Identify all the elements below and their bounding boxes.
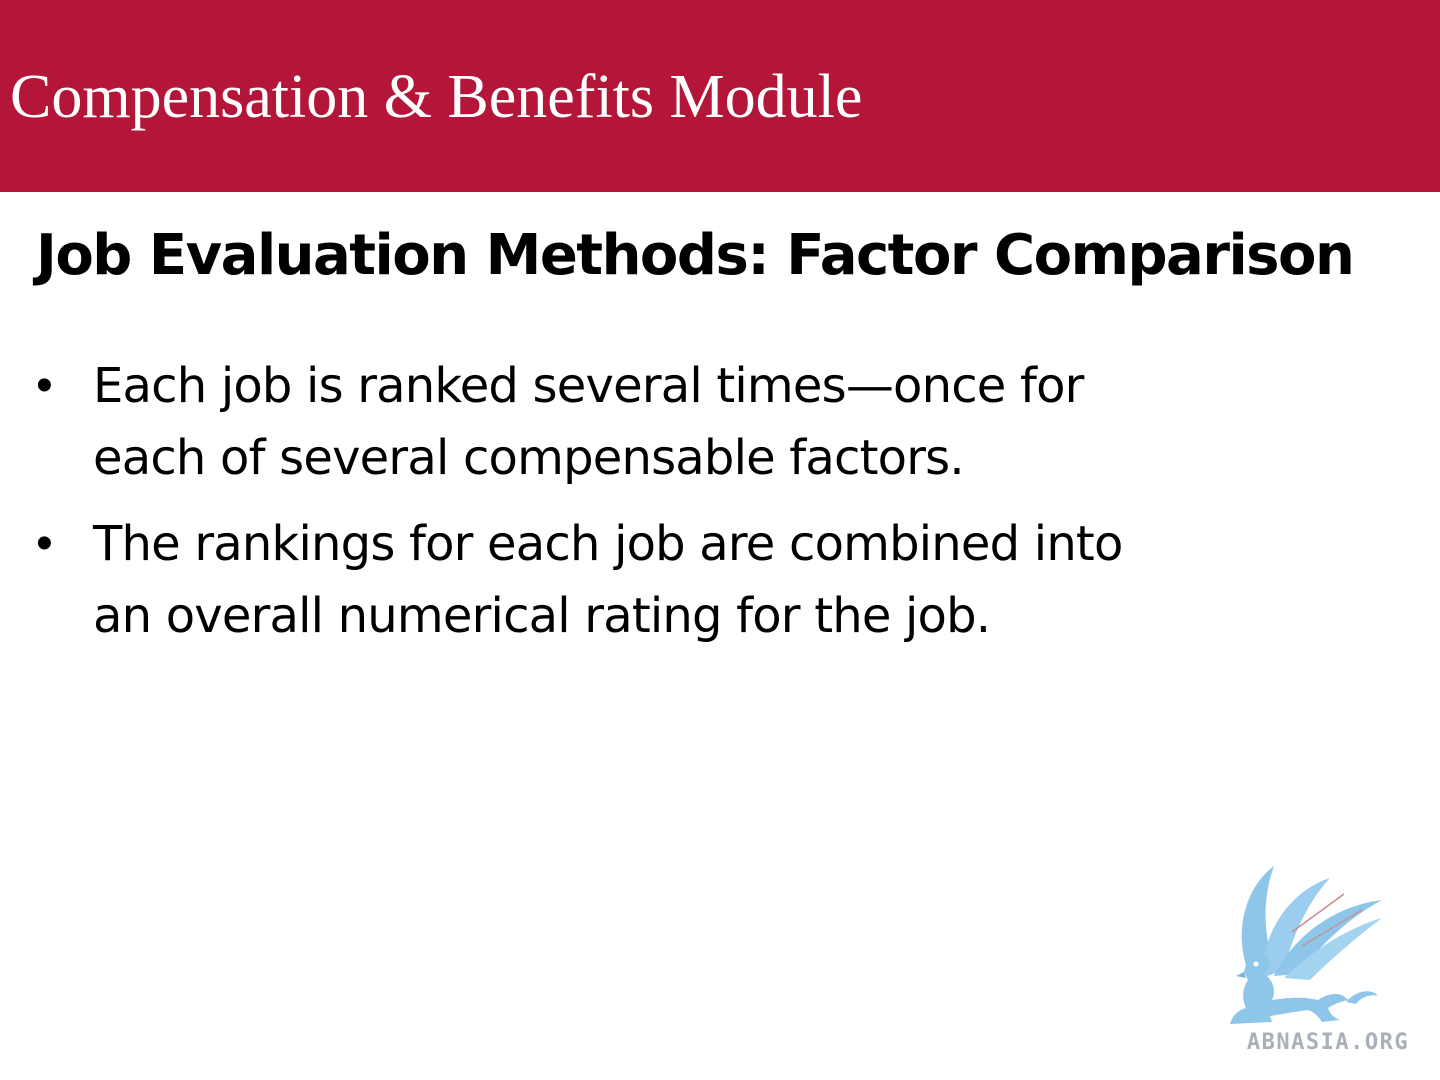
- bullet-item: • The rankings for each job are combined…: [36, 508, 1216, 652]
- header-band: Compensation & Benefits Module: [0, 0, 1440, 192]
- logo-text: ABNASIA.ORG: [1246, 1030, 1410, 1055]
- bullet-line: The rankings for each job are combined i…: [93, 516, 1123, 572]
- bullet-item: • Each job is ranked several times—once …: [36, 350, 1216, 494]
- abnasia-logo: ABNASIA.ORG: [1222, 860, 1434, 1060]
- bullet-line: Each job is ranked several times—once fo…: [93, 358, 1084, 414]
- module-title: Compensation & Benefits Module: [10, 63, 863, 131]
- bullet-dot-icon: •: [36, 517, 53, 570]
- griffin-logo-icon: [1230, 866, 1382, 1024]
- slide-heading: Job Evaluation Methods: Factor Compariso…: [36, 223, 1355, 288]
- bullet-dot-icon: •: [36, 359, 53, 412]
- bullet-line: an overall numerical rating for the job.: [93, 588, 991, 644]
- bullet-line: each of several compensable factors.: [93, 430, 965, 486]
- bullet-list: • Each job is ranked several times—once …: [36, 350, 1216, 666]
